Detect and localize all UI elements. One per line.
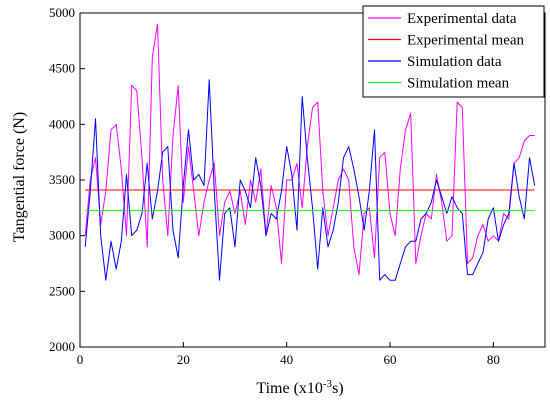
y-tick-label: 3500: [49, 172, 75, 187]
series-line-experimental-data: [84, 23, 535, 276]
x-axis-title-sup: -3: [323, 378, 333, 390]
x-tick-label: 60: [384, 352, 397, 367]
y-tick-label: 2500: [49, 283, 75, 298]
x-axis-title-tail: s): [332, 380, 344, 397]
legend-label: Simulation mean: [407, 76, 510, 92]
x-tick-label: 20: [177, 352, 190, 367]
legend-label: Experimental data: [407, 11, 517, 27]
x-axis-title-base: Time (x10: [256, 380, 323, 397]
legend-box: [362, 5, 545, 98]
legend: Experimental data Experimental mean Simula…: [362, 5, 545, 98]
plot-frame: [79, 12, 546, 348]
y-tick-label: 4500: [49, 61, 75, 76]
x-axis-ticks: 0 20 40 60 80: [77, 342, 500, 367]
y-tick-label: 5000: [49, 5, 75, 20]
y-axis-title: Tangential force (N): [11, 112, 28, 242]
y-tick-label: 3000: [49, 228, 75, 243]
x-tick-label: 80: [487, 352, 500, 367]
x-tick-label: 0: [77, 352, 84, 367]
x-axis-title: Time (x10-3s): [256, 378, 343, 397]
series-layer: [84, 23, 536, 281]
legend-label: Experimental mean: [407, 33, 525, 49]
legend-label: Simulation data: [407, 54, 502, 70]
y-tick-label: 2000: [49, 339, 75, 354]
y-axis-ticks: 2000 2500 3000 3500 4000 4500 5000: [49, 5, 85, 354]
y-tick-label: 4000: [49, 116, 75, 131]
x-tick-label: 40: [280, 352, 293, 367]
